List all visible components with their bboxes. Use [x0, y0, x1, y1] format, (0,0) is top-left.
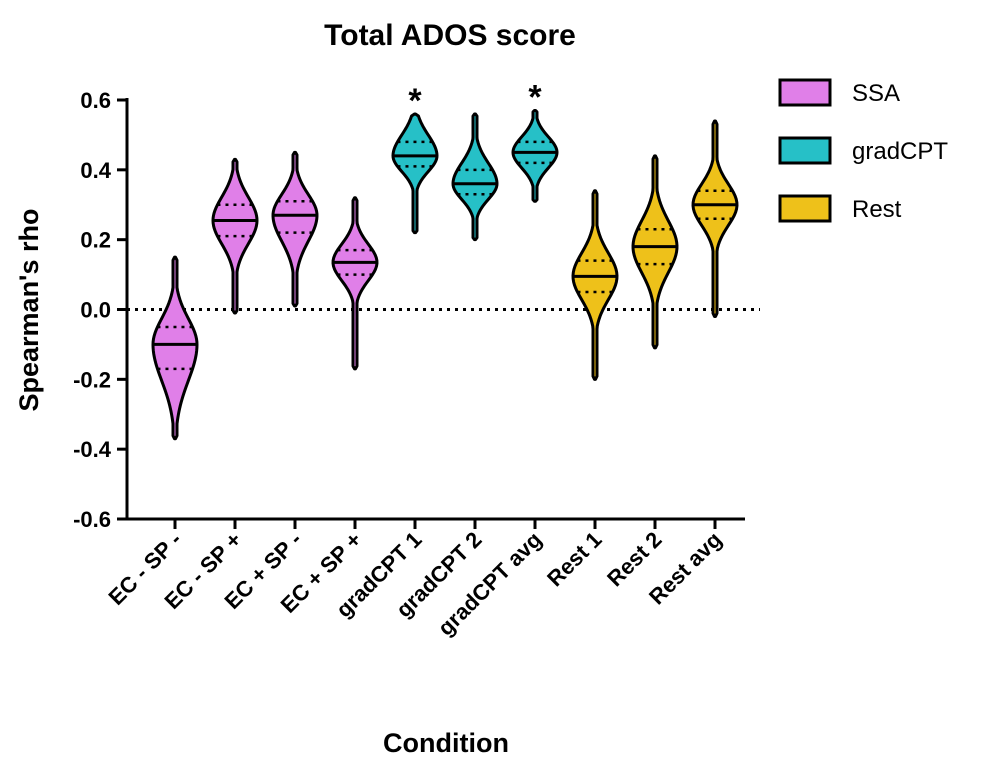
violin: [571, 189, 619, 381]
y-tick-label: -0.6: [73, 507, 111, 532]
legend-label: Rest: [852, 196, 902, 223]
violin: [271, 150, 319, 308]
significance-marker: *: [408, 82, 422, 120]
y-tick-label: 0.6: [80, 88, 111, 113]
chart-title: Total ADOS score: [324, 19, 576, 52]
violin: [331, 196, 379, 371]
violin: [391, 112, 439, 235]
x-tick-label: Rest 1: [542, 527, 606, 591]
legend-swatch: [778, 194, 832, 223]
y-tick-label: 0.2: [80, 228, 111, 253]
violin: [151, 255, 199, 441]
legend-swatch: [778, 78, 832, 107]
y-tick-label: 0.0: [80, 298, 111, 323]
legend-label: gradCPT: [852, 138, 948, 165]
significance-marker: *: [528, 78, 542, 116]
violin: [631, 154, 679, 350]
y-tick-label: -0.4: [73, 437, 112, 462]
x-tick-label: gradCPT avg: [433, 527, 547, 641]
y-axis-label: Spearman's rho: [14, 209, 44, 412]
x-axis-label: Condition: [383, 728, 509, 755]
violin: [511, 108, 559, 203]
legend-label: SSA: [852, 80, 900, 107]
y-tick-label: 0.4: [80, 158, 111, 183]
violin: [451, 112, 499, 242]
y-tick-label: -0.2: [73, 367, 111, 392]
legend-swatch: [778, 136, 832, 165]
